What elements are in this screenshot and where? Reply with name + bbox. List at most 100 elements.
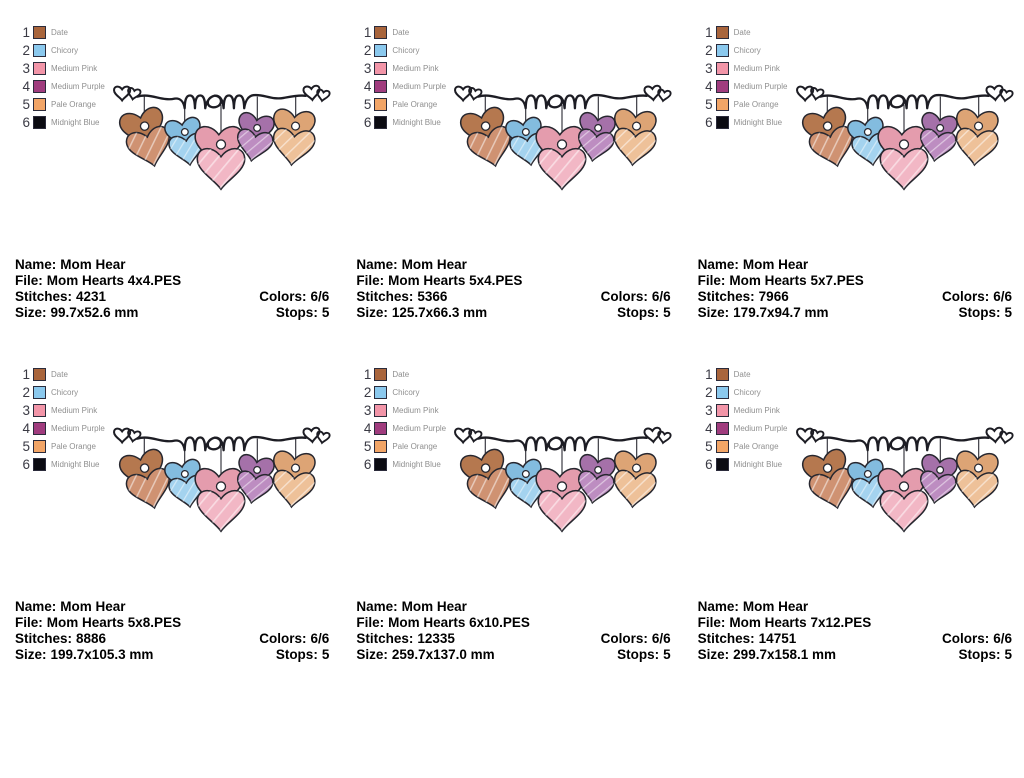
design-info: Name: Mom Hear File: Mom Hearts 5x4.PES St… <box>356 257 670 321</box>
design-sheet: 1 Date 2 Chicory 3 Medium Pink 4 Medium … <box>15 26 1015 684</box>
legend-row: 1 Date <box>19 368 105 382</box>
thread-number: 2 <box>22 385 30 400</box>
thread-name: Pale Orange <box>51 100 96 109</box>
mom-hearts-design <box>793 78 1015 200</box>
thread-name: Medium Purple <box>51 424 105 433</box>
heart-date <box>118 106 170 168</box>
thread-name: Medium Pink <box>51 406 98 415</box>
thread-color-swatch <box>374 422 388 435</box>
legend-row: 2 Chicory <box>19 44 105 58</box>
legend-row: 3 Medium Pink <box>702 404 788 418</box>
color-count: Colors: 6/6 <box>941 289 1012 304</box>
thread-name: Date <box>392 28 410 37</box>
thread-color-swatch <box>715 404 729 417</box>
legend-row: 2 Chicory <box>702 44 788 58</box>
thread-name: Chicory <box>51 46 79 55</box>
legend-row: 4 Medium Purple <box>19 421 105 436</box>
design-file: File: Mom Hearts 6x10.PES <box>356 615 530 630</box>
legend-row: 6 Midnight Blue <box>702 116 788 130</box>
thread-color-swatch <box>33 62 46 75</box>
legend-row: 1 Date <box>702 367 788 382</box>
color-count: Colors: 6/6 <box>941 631 1012 646</box>
thread-number: 5 <box>705 439 713 454</box>
design-file: File: Mom Hearts 5x4.PES <box>356 273 523 288</box>
mom-hearts-design <box>793 420 1015 542</box>
legend-row: 3 Medium Pink <box>19 62 105 76</box>
legend-row: 3 Medium Pink <box>702 62 788 76</box>
thread-number: 3 <box>22 403 30 418</box>
thread-color-swatch <box>374 80 388 93</box>
heart-medium-purple <box>578 453 617 505</box>
legend-row: 1 Date <box>360 26 446 40</box>
thread-name: Date <box>392 370 410 379</box>
thread-color-swatch <box>715 440 729 453</box>
thread-color-swatch <box>33 440 46 453</box>
thread-number: 1 <box>705 367 713 382</box>
stop-count: Stops: 5 <box>275 647 330 662</box>
mom-hearts-svg <box>454 426 672 533</box>
end-hearts-left <box>113 85 142 103</box>
thread-name: Pale Orange <box>733 442 779 451</box>
end-hearts-right <box>643 84 672 103</box>
thread-color-swatch <box>374 62 388 75</box>
stitch-count: Stitches: 5366 <box>356 289 448 304</box>
legend-row: 2 Chicory <box>19 385 105 400</box>
legend-row: 6 Midnight Blue <box>360 458 446 472</box>
mom-hearts-design <box>110 78 332 200</box>
mom-script-wire <box>136 435 307 452</box>
heart-pale-orange <box>272 450 316 509</box>
heart-medium-pink <box>535 467 587 533</box>
design-info: Name: Mom Hear File: Mom Hearts 4x4.PES St… <box>15 257 329 321</box>
mom-script-wire <box>136 93 307 110</box>
design-name: Name: Mom Hear <box>356 257 467 272</box>
color-count: Colors: 6/6 <box>600 289 671 304</box>
thread-color-swatch <box>715 26 729 39</box>
thread-name: Midnight Blue <box>392 118 441 127</box>
thread-number: 4 <box>363 79 372 94</box>
legend-row: 5 Pale Orange <box>360 440 446 454</box>
thread-color-legend: 1 Date 2 Chicory 3 Medium Pink 4 Medium … <box>702 367 788 476</box>
mom-hearts-design <box>110 420 332 542</box>
thread-name: Medium Purple <box>51 82 105 91</box>
legend-row: 3 Medium Pink <box>360 404 446 418</box>
legend-row: 5 Pale Orange <box>702 439 788 454</box>
end-hearts-right <box>643 426 672 445</box>
design-size: Size: 259.7x137.0 mm <box>356 647 495 662</box>
mom-hearts-svg <box>113 84 331 191</box>
thread-color-swatch <box>33 404 46 417</box>
thread-color-swatch <box>374 386 388 399</box>
stitch-count: Stitches: 4231 <box>15 289 107 304</box>
thread-name: Pale Orange <box>392 100 438 109</box>
heart-medium-pink <box>877 125 929 191</box>
heart-medium-pink <box>535 125 587 191</box>
legend-row: 5 Pale Orange <box>360 98 446 112</box>
thread-number: 2 <box>705 385 713 400</box>
thread-color-legend: 1 Date 2 Chicory 3 Medium Pink 4 Medium … <box>19 26 105 134</box>
thread-name: Midnight Blue <box>51 118 100 127</box>
thread-color-swatch <box>33 116 46 129</box>
thread-color-swatch <box>33 80 46 93</box>
thread-number: 6 <box>705 457 713 472</box>
legend-row: 2 Chicory <box>360 44 446 58</box>
thread-name: Medium Purple <box>392 424 447 433</box>
stitch-count: Stitches: 7966 <box>697 289 789 304</box>
thread-name: Date <box>733 28 751 37</box>
design-panel: 1 Date 2 Chicory 3 Medium Pink 4 Medium … <box>341 342 682 684</box>
thread-name: Pale Orange <box>392 442 438 451</box>
thread-color-swatch <box>374 44 388 57</box>
thread-color-swatch <box>715 62 729 75</box>
thread-color-swatch <box>715 368 729 381</box>
thread-number: 4 <box>705 421 713 436</box>
end-hearts-left <box>113 427 142 445</box>
thread-number: 4 <box>22 79 30 94</box>
thread-color-swatch <box>374 116 388 129</box>
thread-number: 4 <box>22 421 30 436</box>
thread-name: Medium Pink <box>392 406 439 415</box>
thread-name: Midnight Blue <box>51 460 100 469</box>
legend-row: 1 Date <box>702 26 788 40</box>
legend-row: 1 Date <box>19 26 105 40</box>
heart-date <box>801 106 853 168</box>
heart-pale-orange <box>614 108 658 167</box>
thread-name: Date <box>51 370 68 379</box>
thread-color-swatch <box>715 44 729 57</box>
